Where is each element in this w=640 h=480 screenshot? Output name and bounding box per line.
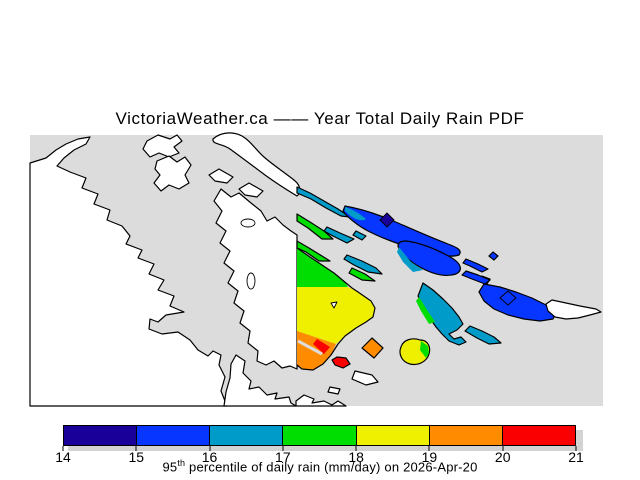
colorbar-tick-mark bbox=[428, 446, 430, 451]
colorbar-tick-mark bbox=[282, 446, 284, 451]
island-thetis-south bbox=[153, 155, 192, 192]
islet-sidney bbox=[351, 370, 379, 386]
islet-orange-diamond bbox=[361, 337, 384, 359]
islet-hole-in-yellow bbox=[330, 301, 338, 309]
colorbar-tick-mark bbox=[355, 446, 357, 451]
colorbar-segment-18-19 bbox=[355, 426, 429, 445]
caption-prefix: 95 bbox=[162, 459, 178, 475]
caption-superscript: th bbox=[177, 458, 186, 468]
colorbar-tick-mark bbox=[62, 446, 64, 451]
region-saltspring-red-fringe bbox=[313, 339, 330, 354]
land-vancouver-island bbox=[29, 136, 228, 407]
region-navy-spot bbox=[379, 212, 395, 228]
plot-title: VictoriaWeather.ca —— Year Total Daily R… bbox=[115, 109, 525, 128]
colorbar-segment-19-20 bbox=[428, 426, 502, 445]
region-galiano-teal bbox=[296, 186, 351, 218]
islet-green-sliver-1 bbox=[296, 213, 334, 240]
lake-cusheon bbox=[246, 272, 256, 290]
region-saltspring-green bbox=[297, 248, 348, 287]
region-galiano-blue bbox=[342, 205, 461, 257]
colorbar-segment-14-15 bbox=[64, 426, 137, 445]
region-saltspring-yellow bbox=[297, 287, 375, 344]
colorbar-tick-label: 19 bbox=[421, 449, 438, 465]
colorbar-segment-20-21 bbox=[501, 426, 575, 445]
colorbar-tick-mark bbox=[502, 446, 504, 451]
colorbar-caption: 95th percentile of daily rain (mm/day) o… bbox=[0, 458, 640, 474]
islet-blue-tiny bbox=[488, 251, 499, 261]
inlet-notch bbox=[297, 339, 323, 356]
colorbar-tick-mark bbox=[575, 446, 577, 451]
colorbar-tick-label: 18 bbox=[348, 449, 364, 465]
lake-st-mary bbox=[240, 218, 256, 228]
colorbar-tick-label: 15 bbox=[128, 449, 145, 465]
colorbar-segment-15-16 bbox=[136, 426, 210, 445]
colorbar-tick-label: 21 bbox=[568, 449, 584, 465]
colorbar-tick-mark bbox=[209, 446, 211, 451]
region-pender-green-edge bbox=[416, 297, 435, 324]
colorbar-segments bbox=[63, 425, 576, 446]
colorbar-tick-label: 14 bbox=[55, 449, 71, 465]
islet-prevost-green bbox=[348, 267, 376, 282]
colorbar-tick-label: 17 bbox=[275, 449, 291, 465]
colorbar-tick-label: 20 bbox=[494, 449, 511, 465]
saltspring-east-coastline bbox=[296, 247, 376, 371]
region-galiano-teal-tip bbox=[345, 207, 366, 221]
colorbar-ticks: 14 15 16 17 18 19 20 21 bbox=[55, 446, 584, 472]
islet-sliver-2 bbox=[238, 182, 264, 198]
island-saltspring-west-white bbox=[213, 188, 298, 370]
islet-blue-sliver-1 bbox=[462, 258, 489, 273]
region-mayne-teal-edge bbox=[397, 247, 423, 272]
saturna-white-tail bbox=[545, 299, 602, 320]
islet-prevost-teal bbox=[343, 254, 383, 275]
colorbar-segment-16-17 bbox=[209, 426, 283, 445]
land-saanich-peninsula bbox=[223, 354, 297, 407]
caption-rest: percentile of daily rain (mm/day) on 202… bbox=[185, 459, 478, 475]
land-bottom-coast bbox=[295, 394, 347, 407]
islet-james bbox=[327, 386, 341, 395]
island-thetis-north bbox=[142, 134, 183, 158]
islet-red bbox=[331, 356, 351, 369]
saturna-diamond-outline bbox=[499, 290, 517, 306]
colorbar-tick-mark bbox=[135, 446, 137, 451]
islet-teal-sliver-se bbox=[464, 325, 502, 345]
colorbar-segment-17-18 bbox=[282, 426, 356, 445]
islet-sliver-1 bbox=[208, 168, 234, 184]
islet-yellow-green-edge bbox=[420, 341, 429, 358]
islet-teal-sliver-2 bbox=[352, 230, 367, 241]
colorbar-tick-label: 16 bbox=[201, 449, 218, 465]
islet-blue-sliver-2 bbox=[461, 270, 491, 285]
region-saturna-blue bbox=[478, 283, 557, 322]
region-mayne-blue bbox=[397, 240, 461, 277]
